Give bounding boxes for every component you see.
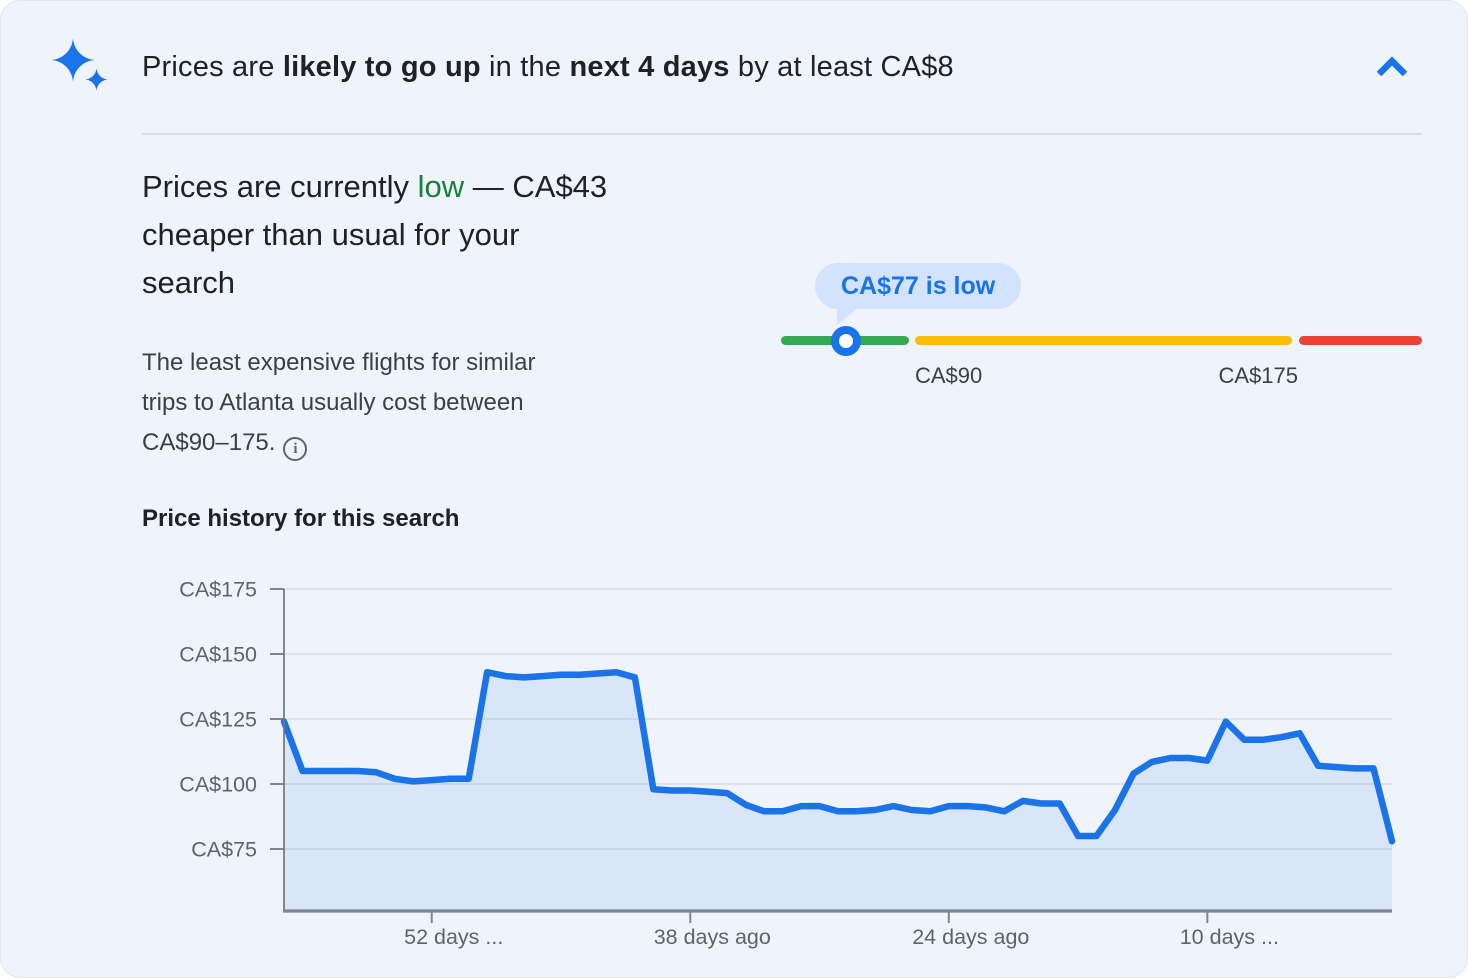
range-low-label: CA$90 (915, 363, 983, 388)
x-tick-label: 52 days ... (404, 925, 503, 949)
range-high-segment (1299, 336, 1422, 345)
x-tick-label: 38 days ago (654, 925, 771, 949)
price-insights-header: Prices are likely to go up in the next 4… (1, 1, 1467, 133)
insight-detail: The least expensive flights for similar … (142, 343, 552, 463)
text-part: in the (480, 50, 570, 83)
x-tick-label: 24 days ago (912, 925, 1029, 949)
insight-headline: Prices are currently low — CA$43 cheaper… (142, 163, 612, 307)
y-tick-label: CA$75 (191, 838, 257, 862)
text-part: likely to go up (282, 50, 481, 83)
price-history-chart[interactable]: CA$75 CA$100 CA$125 CA$150 CA$175 52 days ...… (166, 571, 1436, 966)
gemini-sparkle-icon (51, 38, 108, 91)
chart-title: Price history for this search (142, 505, 460, 532)
price-level-indicator: CA$77 is low CA$90 CA$175 (781, 263, 1422, 393)
price-tooltip-tail (837, 307, 859, 325)
price-area (284, 672, 1392, 911)
insight-detail-text: The least expensive flights for similar … (142, 349, 536, 456)
range-typical-segment (915, 336, 1292, 345)
y-tick-label: CA$100 (179, 773, 257, 797)
range-high-label: CA$175 (1218, 363, 1298, 388)
info-icon[interactable]: i (283, 437, 308, 461)
slider-knob (831, 326, 861, 356)
text-part: by at least CA$8 (729, 50, 954, 83)
price-line (280, 668, 1396, 845)
price-tooltip-text: CA$77 is low (841, 271, 996, 300)
text-part: low (417, 169, 465, 204)
y-tick-label: CA$175 (179, 578, 257, 602)
y-tick-label: CA$150 (179, 643, 257, 667)
text-part: Prices are (142, 50, 283, 83)
text-part: next 4 days (569, 50, 730, 83)
collapse-button[interactable] (1368, 43, 1416, 91)
chevron-up-icon (1376, 56, 1408, 77)
text-part: Prices are currently (142, 169, 418, 204)
x-tick-label: 10 days ... (1180, 925, 1279, 949)
y-tick-label: CA$125 (179, 708, 257, 732)
price-tooltip-bubble: CA$77 is low (815, 263, 1022, 309)
header-title: Prices are likely to go up in the next 4… (142, 51, 954, 84)
text-part: — CA$43 cheaper than usual for your sear… (142, 169, 608, 300)
section-divider (142, 133, 1422, 135)
